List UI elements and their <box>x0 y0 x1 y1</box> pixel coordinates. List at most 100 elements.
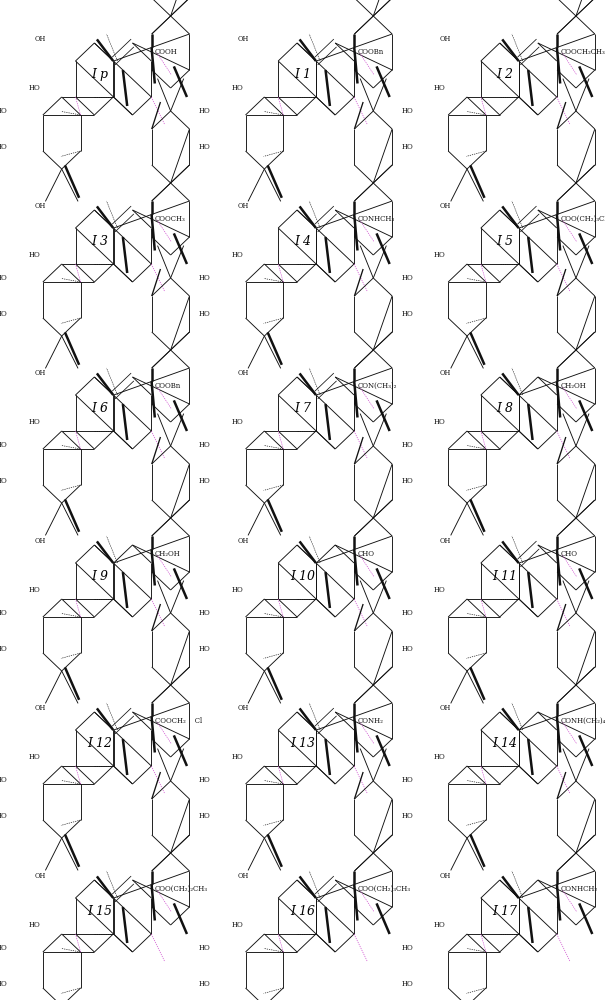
Text: HO: HO <box>401 441 413 449</box>
Text: HO: HO <box>434 251 446 259</box>
Text: HO: HO <box>0 143 8 151</box>
Text: COOCH₃: COOCH₃ <box>155 215 186 223</box>
Text: COO(CH₂)₃CH₃: COO(CH₂)₃CH₃ <box>560 215 605 223</box>
Text: OH: OH <box>237 202 249 210</box>
Text: CONH(CH₂)₄CH₃: CONH(CH₂)₄CH₃ <box>560 717 605 725</box>
Text: HO: HO <box>401 143 413 151</box>
Text: HO: HO <box>434 84 446 92</box>
Text: I 1: I 1 <box>294 68 311 81</box>
Text: HO: HO <box>401 274 413 282</box>
Text: I 16: I 16 <box>290 905 315 918</box>
Text: I 8: I 8 <box>497 402 514 415</box>
Text: CH₂OH: CH₂OH <box>560 382 586 390</box>
Text: HO: HO <box>198 812 211 820</box>
Text: HO: HO <box>28 586 41 594</box>
Text: I 9: I 9 <box>91 570 108 583</box>
Text: COOBn: COOBn <box>358 48 384 56</box>
Text: HO: HO <box>401 609 413 617</box>
Text: COOCH₂    Cl: COOCH₂ Cl <box>155 717 202 725</box>
Text: OH: OH <box>34 202 46 210</box>
Text: HO: HO <box>401 645 413 653</box>
Text: CH₂OH: CH₂OH <box>155 550 181 558</box>
Text: OH: OH <box>237 872 249 880</box>
Text: CON(CH₃)₂: CON(CH₃)₂ <box>358 382 397 390</box>
Text: HO: HO <box>231 586 243 594</box>
Text: CHO: CHO <box>560 550 577 558</box>
Text: OH: OH <box>34 35 46 43</box>
Text: I 5: I 5 <box>497 235 514 248</box>
Text: COOBn: COOBn <box>155 382 182 390</box>
Text: OH: OH <box>440 704 451 712</box>
Text: HO: HO <box>198 776 211 784</box>
Text: HO: HO <box>28 753 41 761</box>
Text: OH: OH <box>440 537 451 545</box>
Text: HO: HO <box>0 609 8 617</box>
Text: OH: OH <box>34 704 46 712</box>
Text: HO: HO <box>198 944 211 952</box>
Text: OH: OH <box>440 35 451 43</box>
Text: HO: HO <box>0 645 8 653</box>
Text: HO: HO <box>198 609 211 617</box>
Text: HO: HO <box>198 107 211 115</box>
Text: OH: OH <box>440 202 451 210</box>
Text: HO: HO <box>434 921 446 929</box>
Text: HO: HO <box>28 921 41 929</box>
Text: HO: HO <box>198 143 211 151</box>
Text: OH: OH <box>440 872 451 880</box>
Text: HO: HO <box>0 107 8 115</box>
Text: HO: HO <box>231 84 243 92</box>
Text: HO: HO <box>0 441 8 449</box>
Text: I 13: I 13 <box>290 737 315 750</box>
Text: COOH: COOH <box>155 48 178 56</box>
Text: CONHCH₂: CONHCH₂ <box>560 885 598 893</box>
Text: HO: HO <box>401 107 413 115</box>
Text: HO: HO <box>28 251 41 259</box>
Text: HO: HO <box>231 418 243 426</box>
Text: I 15: I 15 <box>87 905 113 918</box>
Text: HO: HO <box>28 418 41 426</box>
Text: HO: HO <box>231 753 243 761</box>
Text: HO: HO <box>434 586 446 594</box>
Text: HO: HO <box>0 477 8 485</box>
Text: COOCH₂CH₃: COOCH₂CH₃ <box>560 48 605 56</box>
Text: I 14: I 14 <box>492 737 518 750</box>
Text: I 4: I 4 <box>294 235 311 248</box>
Text: OH: OH <box>237 35 249 43</box>
Text: HO: HO <box>0 812 8 820</box>
Text: HO: HO <box>198 980 211 988</box>
Text: CONHCH₃: CONHCH₃ <box>358 215 395 223</box>
Text: HO: HO <box>434 753 446 761</box>
Text: HO: HO <box>0 980 8 988</box>
Text: HO: HO <box>0 310 8 318</box>
Text: HO: HO <box>401 812 413 820</box>
Text: I 10: I 10 <box>290 570 315 583</box>
Text: I 11: I 11 <box>492 570 518 583</box>
Text: OH: OH <box>34 369 46 377</box>
Text: HO: HO <box>401 310 413 318</box>
Text: HO: HO <box>28 84 41 92</box>
Text: I 6: I 6 <box>91 402 108 415</box>
Text: OH: OH <box>34 537 46 545</box>
Text: CONH₂: CONH₂ <box>358 717 384 725</box>
Text: I 3: I 3 <box>91 235 108 248</box>
Text: HO: HO <box>401 944 413 952</box>
Text: HO: HO <box>198 645 211 653</box>
Text: HO: HO <box>198 310 211 318</box>
Text: HO: HO <box>231 921 243 929</box>
Text: HO: HO <box>231 251 243 259</box>
Text: OH: OH <box>34 872 46 880</box>
Text: OH: OH <box>440 369 451 377</box>
Text: I 2: I 2 <box>497 68 514 81</box>
Text: HO: HO <box>198 274 211 282</box>
Text: I 7: I 7 <box>294 402 311 415</box>
Text: OH: OH <box>237 704 249 712</box>
Text: OH: OH <box>237 369 249 377</box>
Text: HO: HO <box>0 274 8 282</box>
Text: I 12: I 12 <box>87 737 113 750</box>
Text: HO: HO <box>434 418 446 426</box>
Text: HO: HO <box>198 477 211 485</box>
Text: OH: OH <box>237 537 249 545</box>
Text: HO: HO <box>401 477 413 485</box>
Text: CHO: CHO <box>358 550 374 558</box>
Text: HO: HO <box>0 944 8 952</box>
